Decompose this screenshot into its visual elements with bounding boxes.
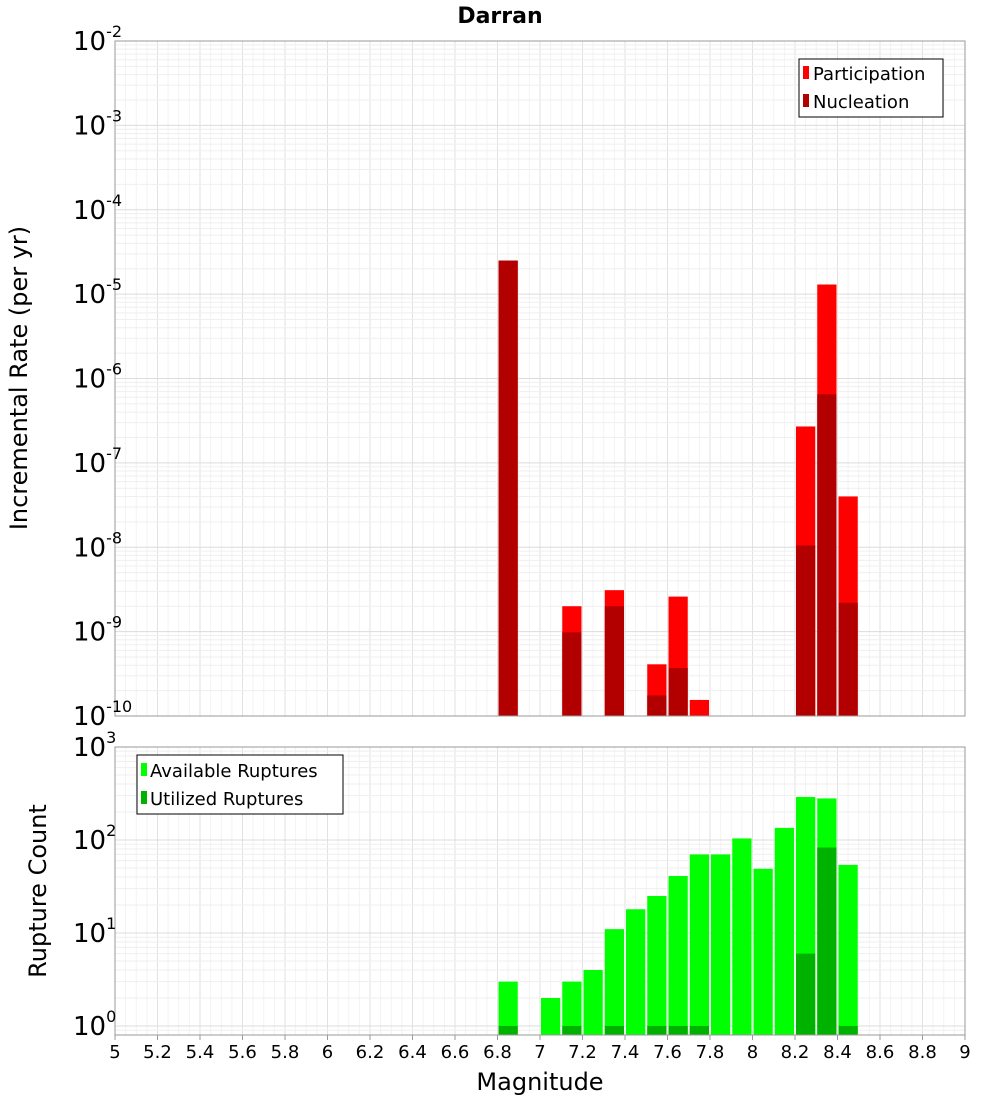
top-nucleation-bar [668, 668, 688, 716]
top-y-tick-label: 10-2 [73, 22, 122, 57]
top-nucleation-bar [817, 394, 837, 716]
x-tick-label: 5.2 [143, 1042, 172, 1063]
bottom-utilized-ruptures-bar [604, 1025, 624, 1035]
legend-swatch-nucleation [803, 94, 809, 107]
top-y-tick-label: 10-9 [73, 613, 122, 648]
top-plot-frame [114, 40, 966, 717]
x-tick-label: 7.8 [696, 1042, 725, 1063]
x-tick-label: 7.6 [653, 1042, 682, 1063]
x-tick-label: 5.6 [228, 1042, 257, 1063]
x-tick-label: 5.8 [271, 1042, 300, 1063]
bottom-utilized-ruptures-bar [838, 1025, 858, 1035]
bottom-available-ruptures-bar [562, 981, 582, 1035]
x-tick-label: 8.6 [866, 1042, 895, 1063]
bottom-available-ruptures-bar [626, 909, 646, 1035]
top-y-tick-label: 10-5 [73, 275, 122, 310]
top-participation-bar [689, 699, 709, 716]
bottom-legend-box [136, 754, 344, 815]
legend-label-participation: Participation [813, 64, 925, 85]
x-tick-label: 6.4 [398, 1042, 427, 1063]
top-y-tick-label: 10-4 [73, 191, 122, 226]
bottom-utilized-ruptures-bar [647, 1025, 667, 1035]
top-plot-bars [498, 260, 858, 716]
bottom-available-ruptures-bar [711, 854, 731, 1035]
bottom-available-ruptures-bar [583, 969, 603, 1035]
x-tick-label: 8.4 [823, 1042, 852, 1063]
legend-swatch-utilized-ruptures [141, 791, 147, 804]
x-tick-label: 7 [534, 1042, 545, 1063]
x-tick-label: 9 [959, 1042, 970, 1063]
top-legend: Participation Nucleation [798, 58, 944, 118]
bottom-utilized-ruptures-bar [796, 953, 816, 1035]
bottom-y-axis-label: Rupture Count [24, 804, 52, 978]
bottom-utilized-ruptures-bar [689, 1025, 709, 1035]
x-tick-label: 5 [109, 1042, 120, 1063]
chart-title: Darran [457, 4, 542, 29]
bottom-y-tick-label: 102 [73, 821, 116, 856]
bottom-legend: Available Ruptures Utilized Ruptures [136, 754, 344, 815]
bottom-utilized-ruptures-bar [668, 1025, 688, 1035]
x-tick-label: 8.2 [781, 1042, 810, 1063]
top-nucleation-bar [796, 545, 816, 716]
bottom-available-ruptures-bar [689, 854, 709, 1035]
bottom-available-ruptures-bar [604, 929, 624, 1035]
x-tick-labels: 5 5.2 5.4 5.6 5.8 6 6.2 6.4 6.6 6.8 7 7.2 7.4 7.6 7.8 8… [109, 1035, 971, 1063]
bottom-available-ruptures-bar [774, 827, 794, 1035]
top-y-axis-label: Incremental Rate (per yr) [5, 226, 33, 530]
top-y-tick-label: 10-10 [73, 697, 132, 732]
bottom-y-tick-labels: 100 101 102 103 [73, 728, 116, 1042]
x-tick-label: 6.6 [441, 1042, 470, 1063]
bottom-available-ruptures-bar [498, 981, 518, 1035]
x-tick-label: 6.8 [483, 1042, 512, 1063]
bottom-available-ruptures-bar [732, 838, 752, 1035]
bottom-utilized-ruptures-bar [562, 1025, 582, 1035]
bottom-y-tick-label: 103 [73, 728, 116, 763]
top-nucleation-bar [498, 260, 518, 716]
bottom-available-ruptures-bar [838, 864, 858, 1035]
bottom-utilized-ruptures-bar [498, 1025, 518, 1035]
bottom-y-tick-label: 101 [73, 914, 116, 949]
top-y-tick-labels: 10-2 10-3 10-4 10-5 10-6 10-7 10-8 10-9 10-10 [73, 22, 132, 732]
top-legend-box [798, 58, 944, 118]
top-y-tick-label: 10-7 [73, 444, 122, 479]
legend-label-utilized-ruptures: Utilized Ruptures [150, 789, 303, 810]
x-tick-label: 5.4 [186, 1042, 215, 1063]
top-nucleation-bar [647, 695, 667, 716]
top-plot-gridlines [114, 40, 966, 717]
top-nucleation-bar [562, 632, 582, 716]
bottom-utilized-ruptures-bar [817, 847, 837, 1035]
x-tick-label: 8 [747, 1042, 758, 1063]
bottom-available-ruptures-bar [753, 868, 773, 1035]
top-y-tick-label: 10-3 [73, 106, 122, 141]
top-nucleation-bar [604, 606, 624, 716]
bottom-available-ruptures-bar [647, 895, 667, 1035]
top-nucleation-bar [838, 602, 858, 716]
bottom-y-tick-label: 100 [73, 1007, 116, 1042]
legend-swatch-available-ruptures [141, 763, 147, 776]
x-tick-label: 7.2 [568, 1042, 597, 1063]
x-tick-label: 6 [322, 1042, 333, 1063]
x-tick-label: 8.8 [908, 1042, 937, 1063]
bottom-plot-bars [498, 796, 858, 1035]
bottom-available-ruptures-bar [668, 876, 688, 1035]
legend-swatch-participation [803, 66, 809, 79]
legend-label-available-ruptures: Available Ruptures [150, 761, 318, 782]
x-tick-label: 7.4 [611, 1042, 640, 1063]
top-y-tick-label: 10-8 [73, 528, 122, 563]
top-y-tick-label: 10-6 [73, 360, 122, 395]
legend-label-nucleation: Nucleation [813, 92, 909, 113]
x-axis-label: Magnitude [476, 1068, 603, 1096]
bottom-available-ruptures-bar [541, 997, 561, 1035]
x-tick-label: 6.2 [356, 1042, 385, 1063]
